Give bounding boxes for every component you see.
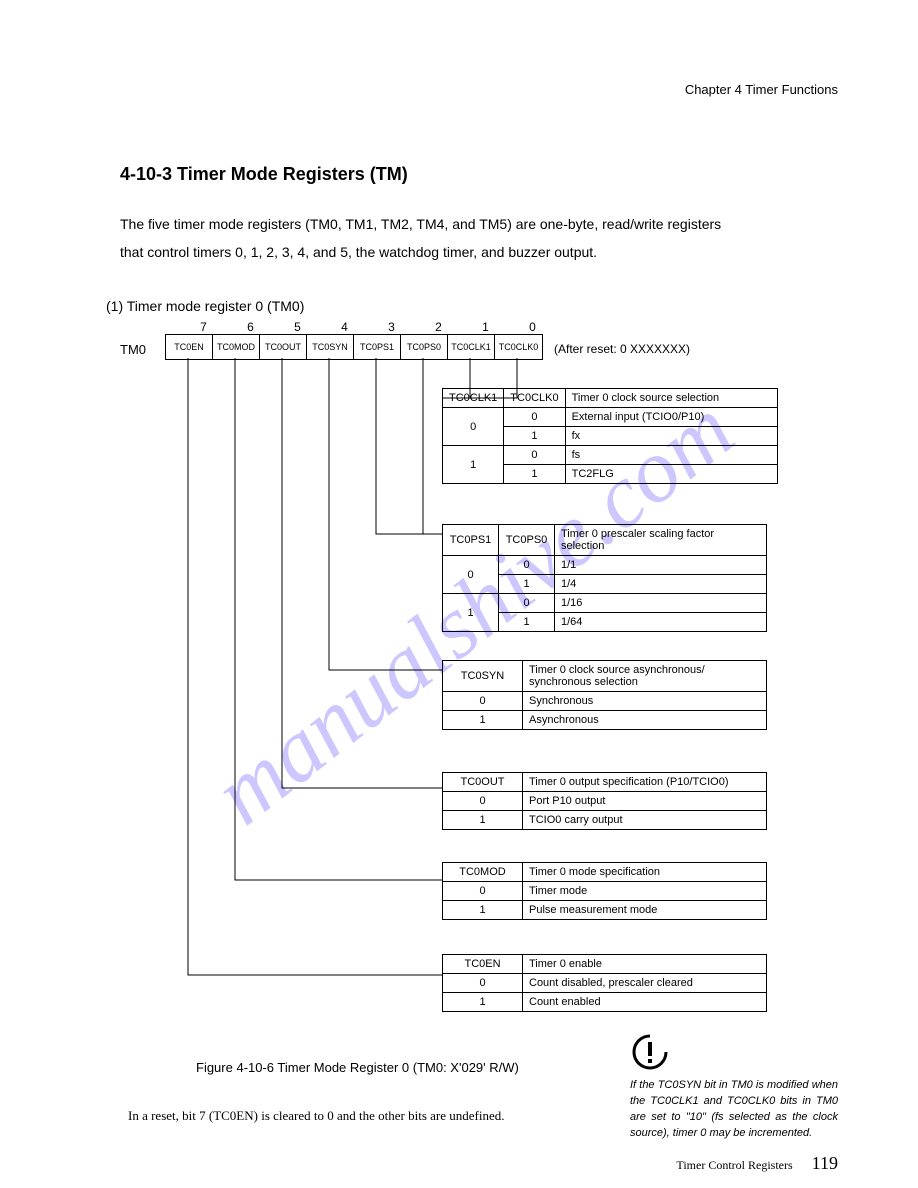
td: 0 xyxy=(443,692,523,711)
table-tc0clk: TC0CLK1 TC0CLK0 Timer 0 clock source sel… xyxy=(442,388,778,484)
bit-num: 0 xyxy=(509,320,556,334)
table-tc0en: TC0EN Timer 0 enable 0 Count disabled, p… xyxy=(442,954,767,1012)
td: 0 xyxy=(499,594,555,613)
td: 1 xyxy=(443,993,523,1012)
th: TC0CLK1 xyxy=(443,389,504,408)
reg-bit: TC0CLK1 xyxy=(448,335,495,359)
section-title-text: Timer Mode Registers (TM) xyxy=(177,164,408,184)
page-footer: Timer Control Registers 119 xyxy=(676,1153,838,1174)
td: 1 xyxy=(504,427,565,446)
td: 0 xyxy=(443,792,523,811)
td: Asynchronous xyxy=(523,711,767,730)
table-tc0ps: TC0PS1 TC0PS0 Timer 0 prescaler scaling … xyxy=(442,524,767,632)
th: Timer 0 enable xyxy=(523,955,767,974)
th: TC0PS0 xyxy=(499,525,555,556)
td: 1 xyxy=(499,575,555,594)
td: fx xyxy=(565,427,777,446)
reg-bit: TC0PS0 xyxy=(401,335,448,359)
bit-num: 1 xyxy=(462,320,509,334)
th: TC0EN xyxy=(443,955,523,974)
th: TC0SYN xyxy=(443,661,523,692)
td: 1/16 xyxy=(555,594,767,613)
reg-bit: TC0CLK0 xyxy=(495,335,542,359)
td: fs xyxy=(565,446,777,465)
td: Count enabled xyxy=(523,993,767,1012)
td: 1 xyxy=(504,465,565,484)
reg-bit: TC0EN xyxy=(166,335,213,359)
th: Timer 0 clock source asynchronous/ synch… xyxy=(523,661,767,692)
td: 1 xyxy=(443,594,499,632)
page: manualshive.com Chapter 4 Timer Function… xyxy=(0,0,918,1188)
td: 1 xyxy=(443,901,523,920)
bit-num: 3 xyxy=(368,320,415,334)
table-tc0mod: TC0MOD Timer 0 mode specification 0 Time… xyxy=(442,862,767,920)
warning-icon xyxy=(630,1032,670,1072)
th: Timer 0 mode specification xyxy=(523,863,767,882)
td: External input (TCIO0/P10) xyxy=(565,408,777,427)
th: Timer 0 output specification (P10/TCIO0) xyxy=(523,773,767,792)
th: TC0CLK0 xyxy=(504,389,565,408)
figure-caption: Figure 4-10-6 Timer Mode Register 0 (TM0… xyxy=(196,1060,519,1075)
after-reset-note: (After reset: 0 XXXXXXX) xyxy=(554,342,690,356)
th: Timer 0 clock source selection xyxy=(565,389,777,408)
subitem-1: (1) Timer mode register 0 (TM0) xyxy=(106,298,304,314)
td: 1 xyxy=(443,446,504,484)
bit-num: 4 xyxy=(321,320,368,334)
td: Pulse measurement mode xyxy=(523,901,767,920)
td: Timer mode xyxy=(523,882,767,901)
td: TCIO0 carry output xyxy=(523,811,767,830)
bit-num: 5 xyxy=(274,320,321,334)
reg-bit: TC0OUT xyxy=(260,335,307,359)
warning-text: If the TC0SYN bit in TM0 is modified whe… xyxy=(630,1078,838,1142)
td: 0 xyxy=(504,408,565,427)
th: Timer 0 prescaler scaling factor selecti… xyxy=(555,525,767,556)
td: Synchronous xyxy=(523,692,767,711)
td: TC2FLG xyxy=(565,465,777,484)
td: 1 xyxy=(443,811,523,830)
bit-number-row: 7 6 5 4 3 2 1 0 xyxy=(180,320,556,334)
intro-paragraph: The five timer mode registers (TM0, TM1,… xyxy=(120,210,740,266)
bit-num: 6 xyxy=(227,320,274,334)
td: Port P10 output xyxy=(523,792,767,811)
page-number: 119 xyxy=(812,1153,838,1173)
td: 0 xyxy=(443,974,523,993)
table-tc0out: TC0OUT Timer 0 output specification (P10… xyxy=(442,772,767,830)
section-title: 4-10-3 Timer Mode Registers (TM) xyxy=(120,164,408,185)
reset-note: In a reset, bit 7 (TC0EN) is cleared to … xyxy=(128,1108,505,1124)
register-bit-row: TC0EN TC0MOD TC0OUT TC0SYN TC0PS1 TC0PS0… xyxy=(165,334,543,360)
td: 0 xyxy=(443,556,499,594)
td: 1 xyxy=(443,711,523,730)
td: 0 xyxy=(499,556,555,575)
section-number: 4-10-3 xyxy=(120,164,172,184)
th: TC0PS1 xyxy=(443,525,499,556)
reg-bit: TC0SYN xyxy=(307,335,354,359)
td: 0 xyxy=(504,446,565,465)
footer-section: Timer Control Registers xyxy=(676,1158,792,1172)
chapter-header: Chapter 4 Timer Functions xyxy=(685,82,838,97)
td: 1 xyxy=(499,613,555,632)
table-tc0syn: TC0SYN Timer 0 clock source asynchronous… xyxy=(442,660,767,730)
th: TC0OUT xyxy=(443,773,523,792)
td: 1/4 xyxy=(555,575,767,594)
td: Count disabled, prescaler cleared xyxy=(523,974,767,993)
reg-bit: TC0MOD xyxy=(213,335,260,359)
td: 0 xyxy=(443,408,504,446)
reg-bit: TC0PS1 xyxy=(354,335,401,359)
bit-num: 2 xyxy=(415,320,462,334)
td: 0 xyxy=(443,882,523,901)
th: TC0MOD xyxy=(443,863,523,882)
td: 1/64 xyxy=(555,613,767,632)
td: 1/1 xyxy=(555,556,767,575)
bit-num: 7 xyxy=(180,320,227,334)
register-name: TM0 xyxy=(120,342,146,357)
